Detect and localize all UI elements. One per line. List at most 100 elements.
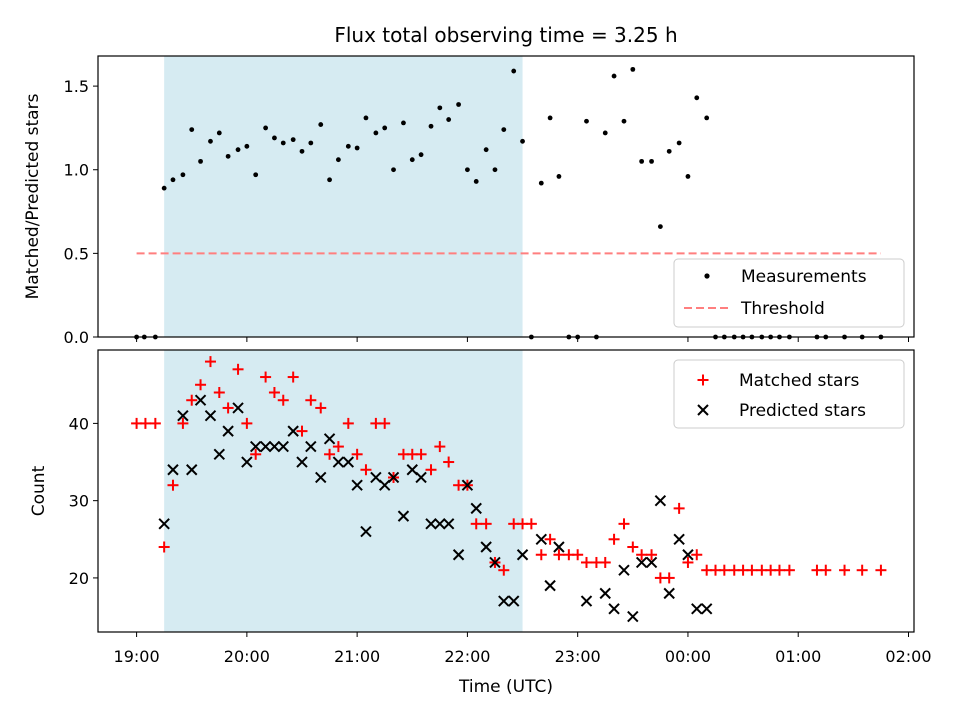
- predicted-stars-point: [158, 518, 170, 530]
- x-tick-label: 21:00: [334, 647, 380, 666]
- measurement-point: [180, 172, 186, 178]
- predicted-stars-point: [489, 556, 501, 569]
- observing-window-shade-bottom: [164, 350, 523, 632]
- measurement-point: [363, 115, 369, 121]
- matched-stars-point: [204, 356, 216, 368]
- y-tick-label: 1.0: [64, 161, 89, 180]
- matched-stars-point: [379, 417, 391, 429]
- measurement-point: [198, 158, 203, 164]
- matched-stars-point: [415, 448, 427, 460]
- matched-stars-legend-marker: [697, 374, 709, 386]
- matched-stars-point: [875, 564, 887, 576]
- measurement-point: [216, 130, 222, 136]
- measurement-point: [335, 157, 341, 163]
- matched-stars-point: [746, 564, 758, 576]
- chart-title: Flux total observing time = 3.25 h: [334, 23, 677, 47]
- matched-stars-point: [250, 448, 262, 460]
- predicted-stars-point: [186, 464, 198, 476]
- predicted-stars-point: [167, 464, 179, 476]
- x-axis-label: Time (UTC): [458, 677, 553, 697]
- predicted-stars-point: [700, 603, 713, 615]
- measurement-point: [263, 125, 269, 131]
- predicted-stars-point: [351, 479, 363, 491]
- measurement-point: [161, 185, 167, 191]
- predicted-stars-point: [663, 587, 675, 600]
- matched-stars-point: [195, 379, 207, 391]
- predicted-stars-point: [480, 541, 492, 553]
- x-tick-label: 20:00: [224, 647, 270, 666]
- predicted-stars-point: [627, 610, 639, 623]
- predicted-stars-point: [296, 456, 308, 468]
- predicted-stars-point: [535, 533, 547, 545]
- matched-stars-point: [213, 386, 225, 398]
- measurement-point: [556, 174, 562, 179]
- measurement-point: [253, 172, 259, 178]
- x-tick-label: 23:00: [555, 647, 601, 666]
- predicted-stars-point: [287, 425, 299, 437]
- matched-stars-point: [305, 394, 317, 406]
- y-tick-label: 30: [69, 492, 89, 511]
- y-tick-label: 0.0: [64, 328, 89, 347]
- measurement-point: [299, 148, 305, 154]
- predicted-stars-point: [213, 448, 226, 461]
- predicted-stars-point: [268, 440, 281, 453]
- matched-stars-legend-glyph: [697, 374, 709, 386]
- measurement-point: [391, 167, 396, 173]
- y-tick-label: 40: [69, 414, 89, 433]
- predicted-stars-point: [342, 456, 355, 468]
- matched-stars-point: [241, 417, 253, 429]
- predicted-stars-point: [691, 603, 703, 615]
- matched-stars-point: [342, 417, 354, 429]
- bottom-legend-box: [673, 359, 905, 429]
- predicted-stars-point: [608, 603, 620, 615]
- predicted-stars-point: [360, 525, 372, 538]
- matched-stars-point: [856, 564, 868, 576]
- measurement-point: [428, 123, 434, 129]
- matched-stars-point: [553, 549, 565, 561]
- matched-stars-point: [839, 564, 851, 576]
- matched-stars-point: [425, 464, 437, 476]
- top-x-ticks: [136, 337, 909, 342]
- predicted-stars-point: [425, 518, 437, 530]
- top-legend: Measurements Threshold: [673, 258, 905, 328]
- predicted-stars-point: [305, 440, 317, 453]
- measurement-point: [456, 102, 461, 107]
- measurement-point: [584, 118, 589, 124]
- measurement-point: [473, 179, 479, 184]
- top-panel-ratio: 0.0 0.5 1.0 1.5 Matched/Predicted stars Mea…: [23, 55, 915, 347]
- measurement-point: [621, 118, 627, 124]
- measurement-point: [409, 157, 415, 163]
- predicted-stars-point: [387, 471, 400, 484]
- measurement-point: [676, 140, 682, 146]
- bottom-panel-counts: 20 30 40 19:00 20:00 21:00 22:00 23:00 00:00 01:…: [29, 349, 932, 666]
- measurement-point: [382, 125, 388, 131]
- matched-stars-point: [315, 402, 327, 414]
- top-legend-box: [673, 258, 905, 328]
- matched-stars-point: [268, 386, 280, 398]
- predicted-stars-legend-label: Predicted stars: [739, 401, 866, 421]
- top-y-ticks: 0.0 0.5 1.0 1.5: [64, 77, 98, 347]
- matched-stars-point: [646, 549, 658, 561]
- top-axes-frame: [97, 55, 915, 338]
- measurement-point: [694, 95, 700, 101]
- bottom-y-ticks: 20 30 40: [69, 414, 98, 588]
- matched-stars-point: [139, 417, 151, 429]
- measurement-point: [401, 120, 406, 126]
- bottom-axes-frame: [97, 349, 915, 633]
- observing-window-shade-top: [164, 56, 523, 337]
- measurement-point: [272, 135, 277, 141]
- predicted-stars-point: [397, 510, 410, 522]
- measurement-point: [704, 115, 710, 121]
- measurement-point: [373, 130, 379, 136]
- predicted-stars-point: [204, 409, 217, 422]
- y-tick-label: 0.5: [64, 244, 89, 263]
- predicted-stars-point: [277, 440, 289, 453]
- predicted-stars-point: [580, 595, 593, 607]
- measurement-point: [327, 177, 332, 183]
- matched-stars-point: [773, 564, 785, 576]
- matched-stars-point: [222, 402, 234, 414]
- matched-stars-point: [673, 502, 685, 514]
- y-tick-label: 20: [69, 569, 89, 588]
- predicted-stars-point: [645, 556, 658, 569]
- measurement-point: [225, 153, 231, 159]
